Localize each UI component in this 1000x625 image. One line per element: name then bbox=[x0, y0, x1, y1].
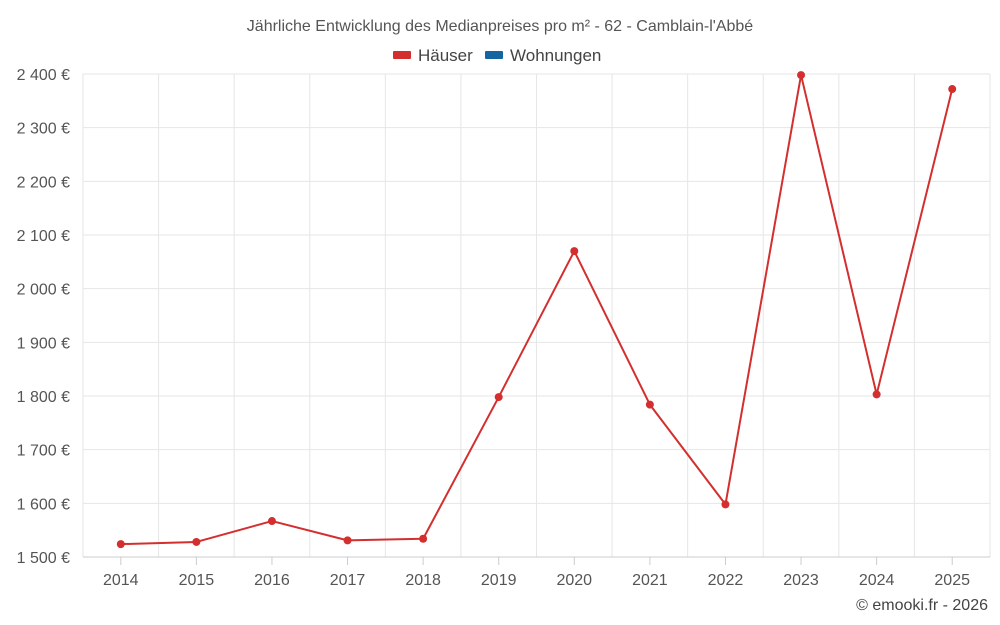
series-haeuser bbox=[116, 71, 957, 549]
x-tick-label: 2017 bbox=[330, 572, 366, 589]
chart-title: Jährliche Entwicklung des Medianpreises … bbox=[247, 18, 753, 35]
legend-item-haeuser[interactable]: Häuser bbox=[393, 46, 473, 65]
data-point[interactable] bbox=[872, 390, 881, 399]
series-line bbox=[120, 74, 954, 546]
gridlines bbox=[82, 73, 991, 558]
x-tick-label: 2015 bbox=[179, 572, 215, 589]
data-point[interactable] bbox=[419, 534, 428, 543]
y-axis: 1 500 € 1 600 € 1 700 € 1 800 € 1 900 € 2 000… bbox=[17, 67, 70, 567]
legend-swatch-haeuser bbox=[393, 51, 411, 59]
y-tick-label: 2 000 € bbox=[17, 282, 70, 299]
x-tick-label: 2025 bbox=[934, 572, 970, 589]
y-tick-label: 2 400 € bbox=[17, 67, 70, 84]
y-tick-label: 1 600 € bbox=[17, 496, 70, 513]
y-tick-label: 1 800 € bbox=[17, 389, 70, 406]
data-point[interactable] bbox=[721, 500, 730, 509]
y-tick-label: 2 300 € bbox=[17, 121, 70, 138]
y-tick-label: 2 200 € bbox=[17, 174, 70, 191]
y-tick-label: 1 500 € bbox=[17, 550, 70, 567]
y-tick-label: 2 100 € bbox=[17, 228, 70, 245]
legend-label-wohnungen: Wohnungen bbox=[510, 46, 601, 65]
x-tick-label: 2022 bbox=[708, 572, 744, 589]
data-point[interactable] bbox=[267, 517, 276, 526]
data-point[interactable] bbox=[116, 540, 125, 549]
x-tick-label: 2021 bbox=[632, 572, 668, 589]
legend-item-wohnungen[interactable]: Wohnungen bbox=[485, 46, 601, 65]
y-tick-label: 1 900 € bbox=[17, 335, 70, 352]
x-tick-label: 2023 bbox=[783, 572, 819, 589]
data-point[interactable] bbox=[645, 400, 654, 409]
data-point[interactable] bbox=[570, 247, 579, 256]
credit-text: © emooki.fr - 2026 bbox=[856, 597, 988, 614]
legend-label-haeuser: Häuser bbox=[418, 46, 473, 65]
data-point[interactable] bbox=[797, 71, 806, 80]
x-tick-label: 2016 bbox=[254, 572, 290, 589]
data-point[interactable] bbox=[494, 393, 503, 402]
data-point[interactable] bbox=[192, 537, 201, 546]
x-tick-label: 2020 bbox=[556, 572, 592, 589]
legend-swatch-wohnungen bbox=[485, 51, 503, 59]
x-tick-label: 2019 bbox=[481, 572, 517, 589]
x-axis: 2014 2015 2016 2017 2018 2019 2020 2021 2022 2023… bbox=[83, 556, 990, 589]
data-point[interactable] bbox=[948, 85, 957, 94]
x-tick-label: 2014 bbox=[103, 572, 139, 589]
data-point[interactable] bbox=[343, 536, 352, 545]
x-tick-label: 2018 bbox=[405, 572, 441, 589]
y-tick-label: 1 700 € bbox=[17, 443, 70, 460]
legend: Häuser Wohnungen bbox=[393, 46, 601, 65]
x-tick-label: 2024 bbox=[859, 572, 895, 589]
